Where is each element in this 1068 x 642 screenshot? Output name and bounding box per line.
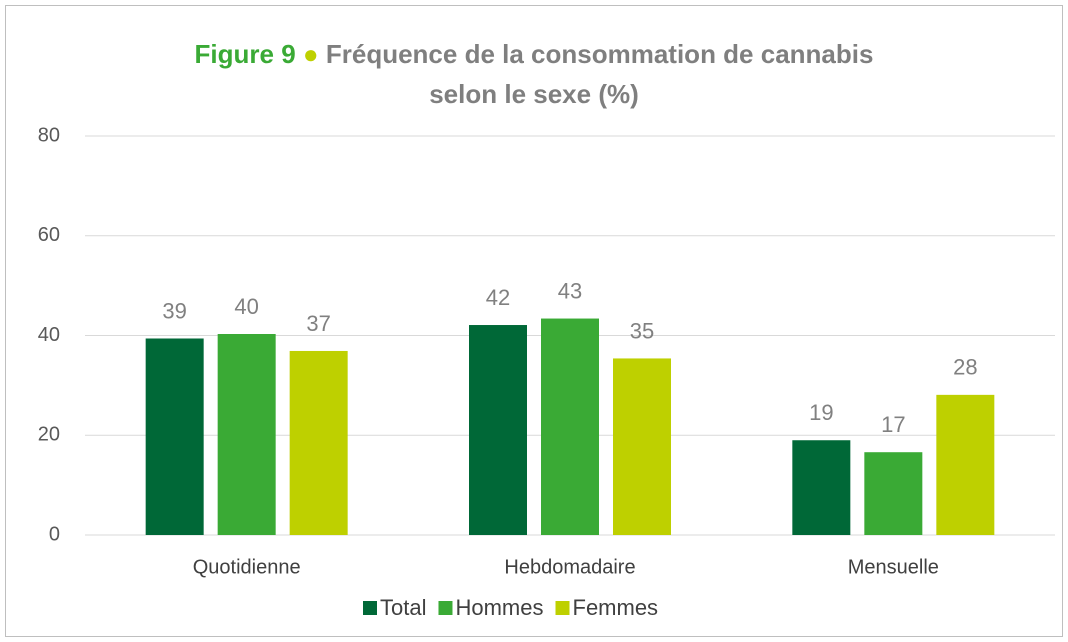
- bar: [936, 394, 995, 535]
- legend-swatch: [438, 601, 453, 615]
- chart-title: Fréquence de la consommation de cannabis…: [325, 39, 874, 109]
- data-label: 28: [953, 355, 977, 380]
- data-label: 35: [630, 318, 654, 343]
- bar: [613, 358, 671, 535]
- y-tick-label: 40: [38, 324, 60, 346]
- chart-title-block: Figure 9 ● Fréquence de la consommation …: [174, 34, 894, 114]
- data-label: 43: [558, 278, 582, 303]
- legend-swatch: [363, 601, 377, 615]
- data-label: 19: [809, 400, 833, 425]
- data-label: 17: [881, 412, 905, 437]
- y-tick-label: 80: [38, 124, 60, 146]
- x-tick-label: Quotidienne: [193, 556, 301, 578]
- bar: [864, 452, 923, 535]
- legend-swatch: [555, 601, 570, 615]
- y-tick-label: 20: [38, 424, 60, 446]
- data-label: 42: [486, 285, 510, 310]
- y-tick-label: 60: [38, 224, 60, 246]
- title-bullet: ●: [302, 39, 319, 69]
- bar: [792, 440, 851, 535]
- x-tick-label: Mensuelle: [848, 556, 939, 578]
- legend-label: Total: [380, 595, 426, 620]
- bar: [469, 325, 527, 535]
- figure-label: Figure 9: [194, 39, 296, 69]
- bar: [145, 338, 204, 535]
- bar: [541, 318, 599, 535]
- data-label: 40: [234, 294, 258, 319]
- legend-label: Femmes: [573, 595, 659, 620]
- legend-label: Hommes: [455, 595, 543, 620]
- y-tick-label: 0: [49, 523, 60, 545]
- bar: [217, 334, 276, 535]
- data-label: 37: [306, 311, 330, 336]
- data-label: 39: [162, 298, 186, 323]
- bar: [289, 350, 348, 535]
- x-tick-label: Hebdomadaire: [504, 556, 635, 578]
